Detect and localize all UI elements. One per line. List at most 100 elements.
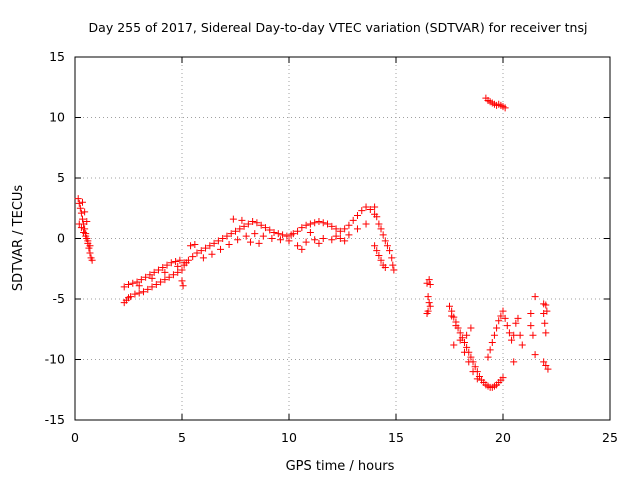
data-point bbox=[184, 256, 192, 264]
data-point bbox=[77, 209, 85, 217]
data-point bbox=[174, 268, 182, 276]
series-arc-3 bbox=[180, 215, 295, 267]
data-point bbox=[503, 322, 511, 330]
data-point bbox=[80, 228, 88, 236]
data-point bbox=[425, 299, 433, 307]
x-axis-label: GPS time / hours bbox=[286, 459, 395, 474]
data-point bbox=[375, 220, 383, 228]
data-point bbox=[388, 254, 396, 262]
data-point bbox=[217, 245, 225, 253]
data-point bbox=[499, 374, 507, 382]
data-point bbox=[512, 319, 520, 327]
data-point bbox=[244, 220, 252, 228]
data-point bbox=[353, 212, 361, 220]
data-point bbox=[172, 257, 180, 265]
data-point bbox=[389, 261, 397, 269]
data-point bbox=[249, 218, 257, 226]
data-point bbox=[129, 279, 137, 287]
data-point bbox=[78, 215, 86, 223]
data-point bbox=[358, 207, 366, 215]
data-point bbox=[516, 331, 524, 339]
series-arc-5 bbox=[371, 203, 398, 274]
data-point bbox=[283, 232, 291, 240]
data-point bbox=[542, 301, 550, 309]
data-point bbox=[332, 225, 340, 233]
data-point bbox=[377, 225, 385, 233]
data-point bbox=[460, 348, 468, 356]
data-point bbox=[341, 237, 349, 245]
data-point bbox=[174, 262, 182, 270]
data-point bbox=[159, 264, 167, 272]
data-point bbox=[328, 236, 336, 244]
data-point bbox=[302, 221, 310, 229]
data-point bbox=[471, 363, 479, 371]
x-tick-label: 0 bbox=[71, 430, 79, 445]
data-point bbox=[152, 280, 160, 288]
axis-ticks: 0 5 10 15 20 25 -15 -10 -5 0 5 10 15 bbox=[45, 49, 618, 445]
data-point bbox=[219, 235, 227, 242]
data-point bbox=[527, 310, 535, 318]
data-point bbox=[261, 224, 269, 232]
data-point bbox=[294, 242, 302, 250]
data-point bbox=[178, 266, 186, 274]
data-point bbox=[193, 249, 201, 257]
data-point bbox=[279, 231, 287, 239]
data-point bbox=[242, 232, 250, 240]
data-point bbox=[375, 251, 383, 259]
data-point bbox=[332, 232, 340, 240]
y-tick-label: 5 bbox=[57, 170, 65, 185]
data-point bbox=[135, 289, 143, 297]
data-point bbox=[225, 241, 233, 249]
data-point bbox=[133, 278, 141, 286]
data-point bbox=[206, 242, 214, 250]
data-point bbox=[259, 232, 267, 240]
data-point bbox=[540, 358, 548, 366]
data-point bbox=[319, 235, 327, 242]
data-point bbox=[423, 310, 431, 318]
data-point bbox=[424, 293, 432, 301]
data-point bbox=[518, 341, 526, 349]
series-arc-6 bbox=[423, 276, 434, 318]
data-point bbox=[154, 266, 162, 274]
data-point bbox=[508, 336, 516, 344]
data-point bbox=[311, 236, 319, 244]
data-point bbox=[501, 314, 509, 322]
data-point bbox=[465, 358, 473, 366]
data-point bbox=[463, 331, 471, 339]
data-point bbox=[120, 283, 128, 291]
data-point bbox=[77, 224, 85, 232]
data-point bbox=[527, 322, 535, 330]
data-point bbox=[266, 226, 274, 234]
data-point bbox=[78, 198, 86, 206]
series-arc-1 bbox=[74, 195, 96, 264]
data-point bbox=[353, 225, 361, 233]
series-arc-2 bbox=[120, 256, 190, 307]
series-arc-8 bbox=[484, 293, 552, 373]
data-point bbox=[81, 208, 89, 216]
data-point bbox=[311, 219, 319, 227]
data-point bbox=[531, 293, 539, 301]
data-point bbox=[240, 222, 248, 230]
y-tick-label: -15 bbox=[45, 412, 65, 427]
data-point bbox=[460, 339, 468, 347]
data-point bbox=[214, 237, 222, 245]
data-point bbox=[306, 228, 314, 236]
data-point bbox=[452, 322, 460, 330]
y-axis-label: SDTVAR / TECUs bbox=[11, 185, 26, 292]
data-point bbox=[499, 307, 507, 315]
data-point bbox=[165, 273, 173, 281]
data-point bbox=[251, 230, 259, 238]
data-point bbox=[497, 312, 505, 320]
data-point bbox=[315, 239, 323, 247]
data-point bbox=[542, 329, 550, 337]
data-point bbox=[510, 331, 518, 339]
data-point bbox=[345, 231, 353, 239]
data-point bbox=[450, 341, 458, 349]
data-point bbox=[144, 285, 152, 293]
data-point bbox=[345, 221, 353, 229]
data-point bbox=[379, 231, 387, 239]
data-point bbox=[146, 271, 154, 279]
x-tick-label: 15 bbox=[388, 430, 404, 445]
x-tick-label: 5 bbox=[178, 430, 186, 445]
data-point bbox=[488, 339, 496, 347]
